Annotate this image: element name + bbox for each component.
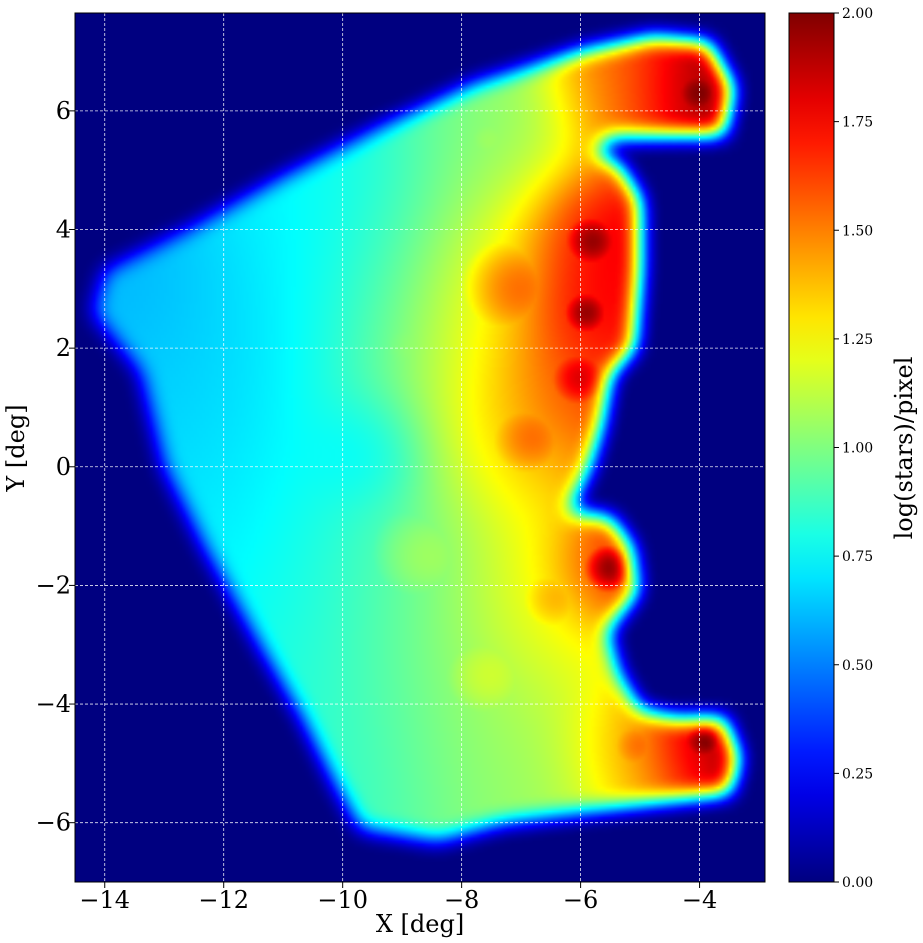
colorbar-ticks: 0.00 0.25 0.50 0.75 1.00 1.25 1.50 1.75 2.00 — [834, 6, 873, 891]
colorbar-tick-label: 2.00 — [842, 6, 873, 22]
colorbar-tick-label: 1.50 — [842, 223, 873, 239]
x-tick-label: −6 — [563, 886, 598, 914]
x-tick-label: −4 — [682, 886, 717, 914]
x-axis-ticks: −14 −12 −10 −8 −6 −4 — [79, 882, 717, 914]
x-tick-label: −8 — [444, 886, 479, 914]
grid-lines — [75, 13, 765, 882]
y-tick-label: −4 — [36, 690, 71, 718]
colorbar-tick-label: 0.00 — [842, 875, 873, 891]
colorbar: 0.00 0.25 0.50 0.75 1.00 1.25 1.50 1.75 2.00 log… — [788, 6, 918, 891]
colorbar-label: log(stars)/pixel — [890, 357, 918, 540]
plot-frame — [74, 12, 766, 883]
colorbar-bar — [788, 12, 835, 883]
y-axis-label: Y [deg] — [2, 404, 30, 492]
x-tick-label: −12 — [198, 886, 249, 914]
x-axis-label: X [deg] — [376, 910, 464, 938]
y-axis-ticks: −6 −4 −2 0 2 4 6 — [36, 97, 75, 837]
plot-area: −14 −12 −10 −8 −6 −4 −6 −4 −2 0 2 4 6 — [36, 12, 766, 914]
colorbar-tick-label: 0.25 — [842, 766, 873, 782]
density-heatmap — [75, 13, 765, 882]
colorbar-tick-label: 0.50 — [842, 658, 873, 674]
y-tick-label: 2 — [56, 334, 71, 362]
y-tick-label: 4 — [56, 216, 71, 244]
x-tick-label: −14 — [79, 886, 130, 914]
y-tick-label: 0 — [56, 453, 71, 481]
y-tick-label: −2 — [36, 571, 71, 599]
colorbar-tick-label: 0.75 — [842, 549, 873, 565]
colorbar-tick-label: 1.00 — [842, 441, 873, 457]
x-tick-label: −10 — [317, 886, 368, 914]
colorbar-tick-label: 1.75 — [842, 115, 873, 131]
y-tick-label: 6 — [56, 97, 71, 125]
colorbar-tick-label: 1.25 — [842, 332, 873, 348]
y-tick-label: −6 — [36, 809, 71, 837]
